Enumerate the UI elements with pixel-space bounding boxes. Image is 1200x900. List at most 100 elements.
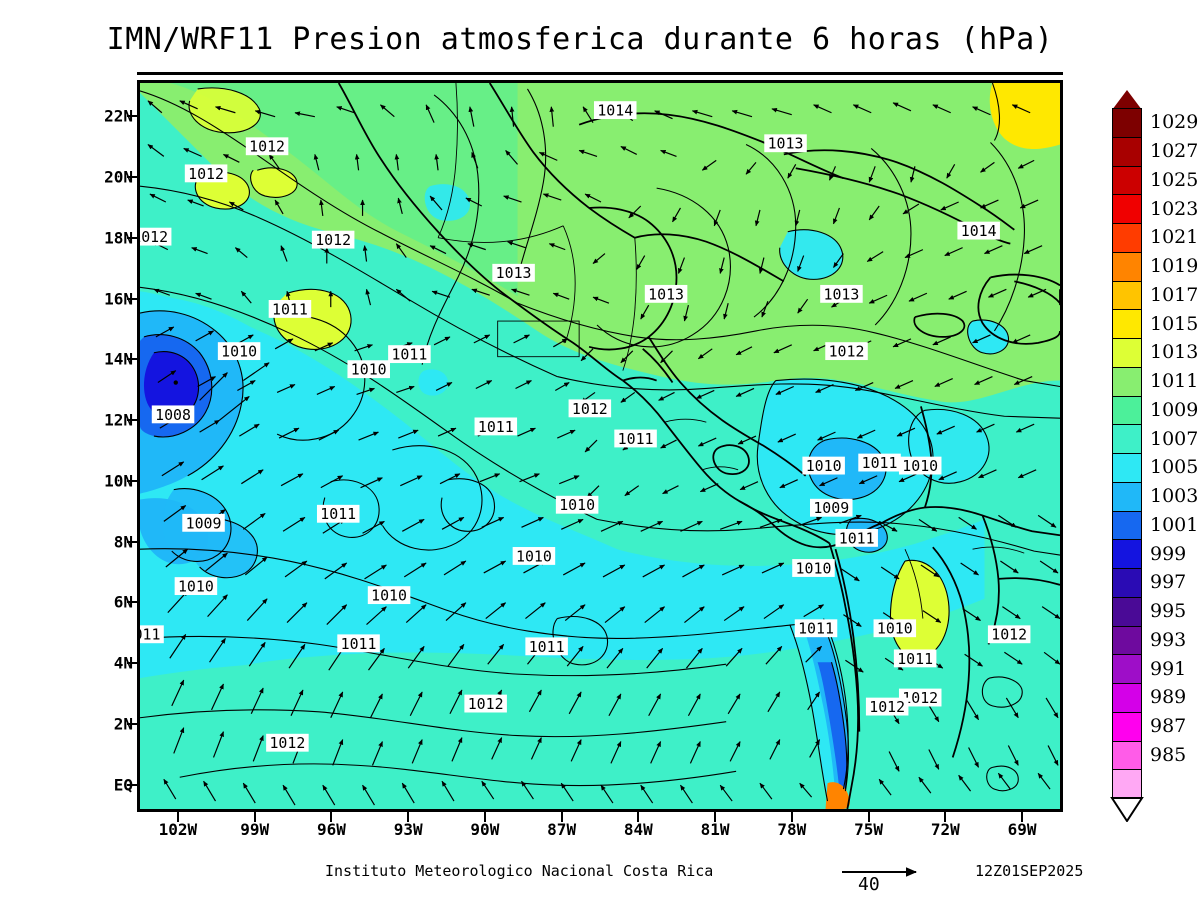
x-axis-tick-label: 72W (930, 820, 960, 839)
svg-text:1012: 1012 (315, 231, 351, 249)
wind-scale-value: 40 (858, 874, 880, 895)
pressure-map-plot[interactable]: 1014101310121012101210121014101310131013… (137, 80, 1063, 812)
svg-text:1012: 1012 (188, 165, 224, 183)
contour-label: 1011 (893, 649, 937, 668)
y-axis-tick-label: 16N (104, 289, 133, 309)
contour-label: 1013 (820, 284, 863, 303)
x-axis-tick-label: 99W (240, 820, 270, 839)
x-axis-tick-mark (176, 812, 179, 822)
svg-text:1011: 1011 (529, 638, 565, 656)
colorbar-tick-label: 993 (1150, 628, 1187, 651)
svg-text:1010: 1010 (178, 578, 214, 596)
colorbar-segment (1112, 539, 1142, 569)
y-axis-tick-label: 18N (104, 228, 133, 248)
svg-text:1012: 1012 (140, 228, 168, 246)
y-axis-tick-label: 4N (113, 653, 133, 673)
contour-label: 1009 (810, 498, 853, 517)
contour-label: 1010 (873, 619, 917, 638)
svg-text:1010: 1010 (516, 547, 552, 565)
contour-label: 1011 (388, 345, 431, 364)
svg-text:1011: 1011 (140, 626, 160, 644)
contour-label: 1012 (568, 399, 612, 418)
x-axis-tick-label: 75W (854, 820, 884, 839)
y-axis-tick-mark (127, 358, 137, 361)
colorbar-segment (1112, 711, 1142, 742)
contour-label: 1011 (835, 528, 878, 547)
x-axis-tick-mark (637, 812, 640, 822)
svg-text:1011: 1011 (478, 418, 514, 436)
contour-label: 1011 (337, 634, 380, 653)
svg-text:1011: 1011 (320, 505, 356, 523)
colorbar-segment (1112, 625, 1142, 656)
svg-text:1011: 1011 (618, 430, 654, 448)
x-axis-tick-label: 87W (547, 820, 577, 839)
contour-label: 1010 (802, 456, 845, 475)
colorbar-segment (1112, 510, 1142, 541)
colorbar-tick-label: 1003 (1150, 485, 1199, 508)
svg-text:1012: 1012 (269, 734, 305, 752)
y-axis-tick-mark (127, 479, 137, 482)
svg-text:1010: 1010 (877, 620, 913, 638)
y-axis-tick-label: 14N (104, 349, 133, 369)
contour-label: 1014 (957, 221, 1000, 240)
colorbar-segment (1112, 280, 1142, 311)
y-axis-tick-mark (127, 115, 137, 118)
svg-text:1011: 1011 (391, 346, 427, 364)
x-axis-tick-mark (560, 812, 563, 822)
x-axis-tick-label: 96W (316, 820, 346, 839)
svg-text:1012: 1012 (829, 343, 865, 361)
colorbar-tick-label: 997 (1150, 571, 1187, 594)
colorbar-tick-label: 1019 (1150, 255, 1199, 278)
colorbar-segment (1112, 769, 1142, 799)
colorbar-tick-label: 1027 (1150, 140, 1199, 163)
colorbar-bottom-outline (1110, 797, 1144, 822)
contour-label: 1009 (182, 513, 225, 532)
contour-label: 1011 (474, 417, 518, 436)
colorbar-segment (1112, 366, 1142, 397)
svg-text:1013: 1013 (648, 285, 684, 303)
x-axis-tick-mark (330, 812, 333, 822)
y-axis-tick-mark (127, 419, 137, 422)
svg-text:1013: 1013 (768, 135, 804, 153)
x-axis-tick-label: 93W (393, 820, 423, 839)
colorbar-segment (1112, 740, 1142, 771)
colorbar-segment (1112, 338, 1142, 368)
y-axis-tick-label: 10N (104, 471, 133, 491)
contour-label: 1011 (268, 300, 312, 318)
contour-label: 1012 (464, 694, 507, 713)
svg-text:1012: 1012 (869, 698, 905, 716)
y-axis-tick-mark (127, 722, 137, 725)
contour-label: 1011 (316, 504, 360, 523)
colorbar-segment (1112, 481, 1142, 512)
colorbar-tick-label: 1007 (1150, 427, 1199, 450)
colorbar-segment (1112, 568, 1142, 598)
x-axis-tick-label: 81W (700, 820, 730, 839)
colorbar-segment (1112, 453, 1142, 483)
contour-label: 1010 (555, 495, 599, 514)
svg-text:1013: 1013 (496, 264, 532, 282)
y-axis-tick-label: 8N (113, 532, 133, 552)
footer-timestamp: 12Z01SEP2025 (975, 862, 1084, 880)
pressure-field-svg: 1014101310121012101210121014101310131013… (140, 83, 1060, 809)
svg-text:1013: 1013 (824, 285, 860, 303)
colorbar-tick-label: 1023 (1150, 197, 1199, 220)
colorbar[interactable] (1112, 108, 1142, 799)
x-axis-tick-mark (944, 812, 947, 822)
x-axis-tick-mark (790, 812, 793, 822)
colorbar-tick-label: 1009 (1150, 398, 1199, 421)
contour-label: 1013 (492, 263, 535, 282)
contour-label: 1008 (151, 405, 195, 424)
y-axis-tick-mark (127, 662, 137, 665)
y-axis-tick-mark (127, 297, 137, 300)
colorbar-segment (1112, 395, 1142, 426)
colorbar-tick-label: 1001 (1150, 513, 1199, 536)
contour-label: 1012 (184, 164, 228, 183)
svg-text:1012: 1012 (902, 689, 938, 707)
colorbar-segment (1112, 309, 1142, 339)
svg-text:1011: 1011 (862, 454, 898, 472)
colorbar-tick-label: 1025 (1150, 168, 1199, 191)
contour-label: 1012 (311, 230, 355, 249)
colorbar-overflow-top-arrow (1112, 90, 1142, 110)
contour-label: 1012 (245, 137, 289, 156)
svg-text:1010: 1010 (371, 587, 407, 605)
